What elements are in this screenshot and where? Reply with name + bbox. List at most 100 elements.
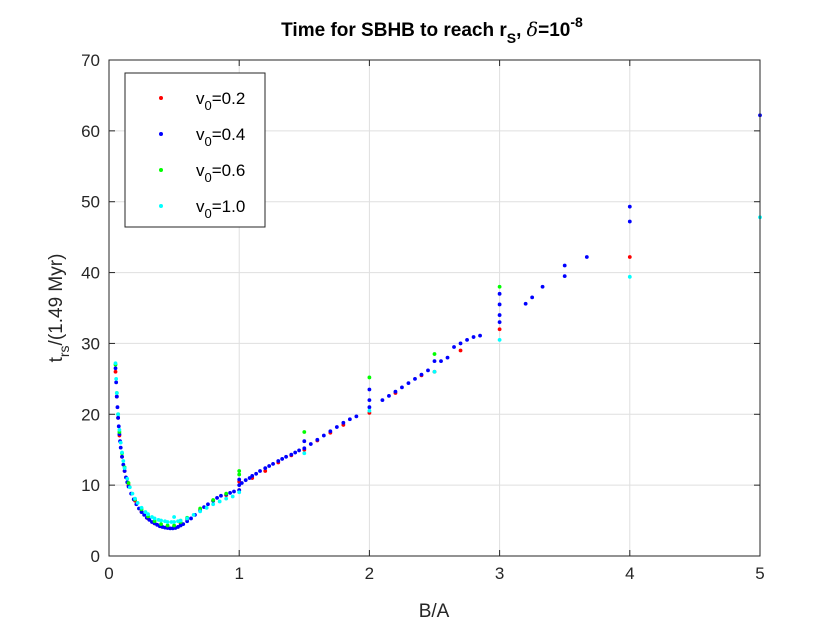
data-point: [114, 376, 119, 381]
legend-label: v0=0.2: [196, 89, 245, 113]
data-point: [169, 520, 174, 524]
legend-label: v0=0.4: [196, 125, 245, 149]
data-point: [139, 510, 144, 514]
data-point: [347, 417, 352, 422]
data-point: [228, 491, 232, 495]
data-point: [116, 415, 121, 420]
legend-label-base: v: [196, 197, 205, 216]
data-point: [432, 359, 437, 364]
data-point: [276, 459, 281, 463]
data-point: [458, 341, 463, 346]
data-point: [530, 295, 535, 300]
data-point: [497, 302, 502, 307]
data-point: [121, 459, 126, 463]
data-point: [254, 471, 259, 476]
data-point: [380, 398, 385, 403]
legend-label-rest: =0.4: [212, 125, 246, 144]
data-point: [239, 481, 244, 485]
data-point: [406, 381, 411, 386]
data-point: [367, 387, 372, 392]
legend-item: v0=0.4: [159, 125, 245, 149]
data-point: [152, 516, 157, 521]
legend-marker: [159, 96, 163, 100]
data-point: [114, 394, 119, 399]
legend-label-subscript: 0: [205, 206, 212, 221]
data-point: [125, 476, 130, 481]
data-point: [471, 335, 476, 339]
data-point: [135, 500, 140, 505]
data-point: [497, 291, 502, 296]
data-point: [302, 446, 307, 451]
data-point: [302, 451, 307, 456]
data-point: [146, 512, 150, 517]
x-axis-label: B/A: [419, 601, 450, 622]
data-point: [627, 255, 632, 259]
data-point: [367, 398, 372, 403]
legend-item: v0=0.2: [159, 89, 245, 113]
data-point: [206, 502, 210, 507]
data-point: [432, 352, 437, 356]
data-point: [393, 389, 398, 394]
x-tick-labels: 0 1 2 3 4 5: [104, 564, 764, 583]
data-point: [328, 429, 333, 434]
data-point: [181, 522, 186, 527]
y-axis-label-rest: /(1.49 Myr): [46, 254, 67, 346]
data-point: [280, 457, 285, 461]
data-point: [133, 496, 137, 501]
data-point: [211, 498, 216, 502]
data-point: [152, 519, 157, 524]
data-point: [172, 520, 177, 524]
data-point: [113, 369, 118, 374]
data-point: [237, 469, 242, 473]
data-point: [445, 355, 450, 360]
data-point: [115, 405, 120, 410]
data-point: [452, 345, 456, 349]
data-point: [341, 420, 346, 425]
data-point: [354, 414, 359, 419]
data-point: [400, 385, 404, 390]
data-points: [113, 113, 762, 531]
series-3: [113, 215, 762, 524]
data-point: [168, 526, 173, 531]
y-tick-label: 0: [91, 547, 100, 566]
data-point: [211, 502, 216, 507]
data-point: [584, 255, 589, 259]
data-point: [271, 461, 275, 466]
data-point: [237, 483, 242, 488]
data-point: [267, 464, 272, 468]
data-point: [159, 518, 163, 523]
chart-title-superscript: -8: [570, 14, 583, 30]
chart-title-subscript: S: [507, 30, 516, 46]
data-point: [237, 490, 242, 495]
data-point: [120, 450, 124, 455]
data-point: [465, 337, 469, 342]
data-point: [293, 450, 298, 455]
data-point: [334, 425, 339, 429]
data-point: [191, 513, 196, 517]
y-tick-label: 50: [81, 193, 100, 212]
data-point: [159, 522, 163, 527]
data-point: [230, 494, 235, 499]
legend-marker: [159, 168, 163, 172]
data-point: [247, 476, 252, 480]
data-point: [116, 412, 121, 417]
data-point: [118, 445, 123, 450]
legend-label: v0=0.6: [196, 161, 245, 185]
y-tick-label: 20: [81, 405, 100, 424]
data-point: [172, 523, 177, 528]
data-point: [419, 372, 424, 377]
data-point: [289, 452, 294, 457]
axis-ticks: [108, 59, 761, 557]
legend: v0=0.2v0=0.4v0=0.6v0=1.0: [124, 72, 266, 228]
data-point: [147, 517, 152, 522]
data-point: [114, 380, 119, 385]
data-point: [315, 437, 320, 442]
data-point: [302, 430, 307, 434]
chart-title-mid: ,: [516, 20, 527, 41]
x-tick-label: 1: [234, 564, 243, 583]
data-point: [562, 274, 567, 279]
data-point: [217, 499, 222, 504]
data-point: [562, 263, 567, 268]
data-point: [224, 491, 229, 496]
x-tick-label: 4: [625, 564, 634, 583]
